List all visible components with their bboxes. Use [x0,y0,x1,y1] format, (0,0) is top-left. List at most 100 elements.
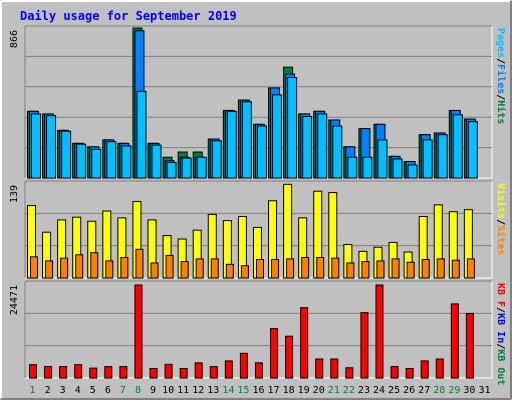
bar-kbf-day-27 [420,360,429,379]
legend-label: / [495,219,506,225]
day-label-17: 17 [268,385,280,396]
legend-label: KB F [495,283,506,307]
legend-label: / [495,343,506,349]
day-label-7: 7 [120,385,126,396]
bar-pages-day-9 [151,144,162,179]
bar-sites-day-3 [60,257,69,279]
day-label-14: 14 [222,385,234,396]
day-label-16: 16 [252,385,264,396]
bar-sites-day-13 [210,258,219,279]
bar-pages-day-1 [31,113,41,179]
bar-pages-day-10 [166,161,177,179]
bar-sites-day-18 [286,258,295,279]
bar-sites-day-30 [466,258,475,279]
bar-sites-day-12 [195,258,204,279]
bar-sites-day-5 [90,252,99,279]
legend-label: KB Out [495,349,506,385]
bar-pages-day-19 [302,116,313,179]
bar-kbf-day-18 [285,335,294,379]
bar-kbf-day-11 [179,367,188,379]
bar-sites-day-6 [105,260,114,279]
bar-sites-day-26 [406,261,415,279]
bar-kbf-day-16 [254,362,263,379]
day-labels: 1 2 3 4 5 6 7 8 9 10 11 12 13 14 15 16 17 18 19 20 21 22 23 24 2… [30,385,491,396]
day-label-5: 5 [90,385,96,396]
bar-pages-day-15 [241,101,252,179]
bar-sites-day-8 [135,248,144,279]
bar-pages-day-27 [422,139,433,179]
bar-pages-day-20 [317,113,328,179]
bar-sites-day-23 [361,261,370,279]
bar-sites-day-27 [421,259,430,279]
bar-pages-day-13 [211,140,222,179]
bar-sites-day-21 [331,257,340,279]
legend-hits-files-pages: Pages/Files/Hits [495,28,507,124]
bar-kbf-day-17 [270,328,279,379]
bar-sites-day-2 [45,260,54,279]
legend-kbytes: KB F/KB In/KB Out [495,283,506,385]
bar-pages-day-26 [407,164,418,179]
day-label-25: 25 [388,385,400,396]
day-label-24: 24 [373,385,385,396]
day-label-8: 8 [135,385,141,396]
bar-pages-day-14 [226,110,237,179]
bar-pages-day-29 [452,114,463,179]
bar-sites-day-15 [240,265,249,279]
bar-pages-day-5 [91,148,102,179]
bar-sites-day-7 [120,256,129,279]
bar-pages-day-23 [362,156,373,179]
legend-label: / [495,94,506,100]
legend-label: / [495,58,506,64]
bar-kbf-day-20 [315,358,324,379]
panel-visits-sites: 139 Visits/Sites [9,180,507,279]
legend-label: Hits [495,100,507,124]
day-label-4: 4 [75,385,81,396]
chart-title: Daily usage for September 2019 [20,9,237,23]
day-label-9: 9 [150,385,156,396]
bar-kbf-day-2 [44,366,53,379]
ymax-label: 139 [9,185,20,203]
bar-kbf-day-30 [465,312,474,379]
chart-panels: 866 Pages/Files/Hits 139 Visits/Sites 24471 K… [9,25,507,385]
bar-sites-day-28 [436,258,445,279]
bar-kbf-day-8 [134,284,143,379]
day-label-15: 15 [237,385,249,396]
bar-kbf-day-7 [119,366,128,379]
legend-visits-sites: Visits/Sites [495,183,507,255]
bar-kbf-day-26 [405,367,414,379]
day-label-19: 19 [298,385,310,396]
bar-kbf-day-21 [330,358,339,379]
bar-kbf-day-23 [360,312,369,379]
bar-kbf-day-13 [209,366,218,379]
bar-kbf-day-19 [300,307,309,379]
day-label-13: 13 [207,385,219,396]
bar-pages-day-8 [136,90,147,179]
day-label-6: 6 [105,385,111,396]
bar-pages-day-21 [332,125,343,179]
day-label-1: 1 [30,385,36,396]
bar-kbf-day-5 [89,367,98,379]
bar-pages-day-25 [392,158,403,179]
bar-sites-day-22 [346,262,355,279]
day-label-22: 22 [343,385,355,396]
bar-sites-day-14 [225,263,234,279]
bar-sites-day-10 [165,254,174,279]
ymax-label: 24471 [9,285,20,315]
bar-kbf-day-14 [224,360,233,379]
bar-kbf-day-29 [450,303,459,379]
day-label-23: 23 [358,385,370,396]
day-label-27: 27 [418,385,430,396]
legend-label: Files [495,64,507,94]
bar-kbf-day-3 [59,366,68,379]
bar-pages-day-28 [437,134,448,179]
day-label-30: 30 [463,385,475,396]
panel-hits-files-pages: 866 Pages/Files/Hits [9,25,507,179]
day-label-29: 29 [448,385,460,396]
bar-kbf-day-28 [435,358,444,379]
bar-sites-day-17 [271,259,280,279]
bar-pages-day-12 [196,156,207,179]
bar-pages-day-18 [287,77,298,179]
bar-kbf-day-9 [149,367,158,379]
